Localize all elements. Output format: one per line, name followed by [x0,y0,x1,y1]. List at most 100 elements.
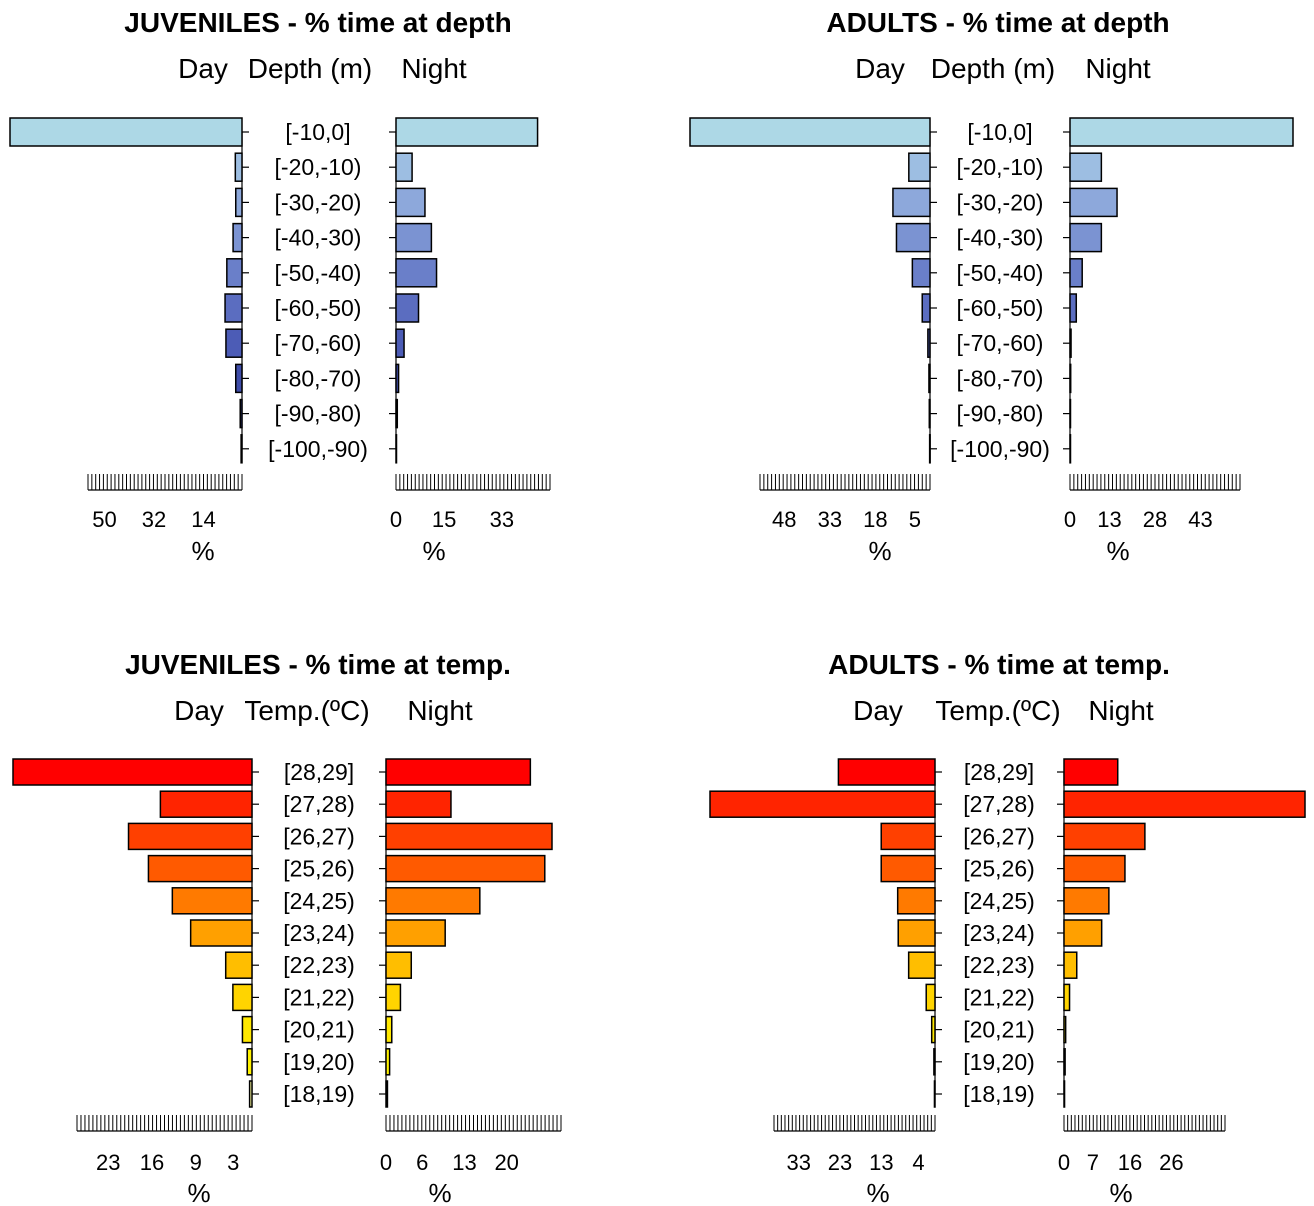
left-axis-label: % [868,536,891,566]
category-label: [22,23) [283,952,355,978]
category-label: [19,20) [963,1049,1035,1075]
night-bar [1063,887,1110,915]
category-label: [22,23) [963,952,1035,978]
subtitle-axis: Depth (m) [248,53,372,84]
category-label: [-100,-90) [950,436,1050,462]
night-bar [1069,258,1083,288]
night-bar [385,1048,391,1076]
subtitle-axis: Depth (m) [931,53,1055,84]
day-bar [928,363,931,394]
subtitle-axis: Temp.(ºC) [935,695,1060,726]
right-axis-label: % [1109,1178,1132,1206]
right-tick-label: 28 [1143,507,1167,532]
day-bar [925,983,936,1012]
day-bar [908,152,931,182]
left-tick-label: 14 [191,507,215,532]
subtitle-day: Day [855,53,905,84]
day-bar [232,983,253,1012]
day-bar [709,790,936,818]
category-label: [-10,0] [285,119,350,145]
category-label: [23,24) [283,920,355,946]
night-bar [1063,1048,1066,1076]
right-tick-label: 13 [1097,507,1121,532]
category-label: [19,20) [283,1049,355,1075]
category-label: [-60,-50) [275,295,362,321]
night-bar [1063,1080,1066,1108]
night-bar [385,887,481,915]
left-axis-label: % [191,536,214,566]
left-tick-label: 9 [190,1150,202,1175]
left-tick-label: 18 [863,507,887,532]
day-bar [897,919,936,947]
day-bar [226,258,243,288]
left-tick-label: 4 [912,1150,924,1175]
percent-axes: 33 23 13 4 0 7 16 26%% [773,1115,1226,1206]
night-bar [1069,187,1118,218]
right-tick-label: 33 [490,507,514,532]
left-tick-label: 48 [772,507,796,532]
category-label: [-30,-20) [275,189,362,215]
category-label: [-50,-40) [957,260,1044,286]
right-axis-label: % [1106,536,1129,566]
chart-title: ADULTS - % time at temp. [828,649,1170,680]
left-tick-label: 23 [96,1150,120,1175]
night-bar [1063,983,1071,1012]
night-bar [395,187,426,218]
night-bar [385,1080,389,1108]
category-label: [-10,0] [967,119,1032,145]
left-tick-label: 33 [818,507,842,532]
day-bar [232,222,243,253]
night-bar [385,758,532,786]
night-bar [395,152,413,182]
day-bar [241,1015,253,1044]
category-label: [-90,-80) [957,401,1044,427]
left-tick-label: 13 [869,1150,893,1175]
day-bar [235,187,243,218]
right-tick-label: 15 [432,507,456,532]
day-bar [927,328,931,358]
right-tick-label: 0 [1064,507,1076,532]
category-label: [27,28) [963,791,1035,817]
category-label: [-20,-10) [957,154,1044,180]
day-bar [189,919,253,947]
category-label: [-30,-20) [957,189,1044,215]
category-label: [18,19) [283,1081,355,1107]
day-bar [907,951,936,979]
right-tick-label: 26 [1159,1150,1183,1175]
night-bar [395,222,433,253]
day-bar [234,152,243,182]
chart-title: ADULTS - % time at depth [826,7,1169,38]
night-bar [1063,790,1306,818]
day-bar [921,293,931,323]
subtitle-night: Night [407,695,473,726]
day-bar [837,758,936,786]
night-bar [385,983,402,1012]
category-label: [21,22) [963,984,1035,1010]
night-bar [1069,363,1072,394]
category-label: [-40,-30) [957,225,1044,251]
night-bar [395,293,420,323]
night-bar [1069,434,1072,464]
percent-axes: 48 33 18 5 0 13 28 43%% [759,474,1241,566]
night-bar [1069,398,1072,429]
category-label: [28,29] [964,759,1034,785]
day-bar [928,398,931,429]
right-axis-label: % [422,536,445,566]
category-label: [18,19) [963,1081,1035,1107]
day-bar [933,1080,936,1108]
category-label: [-80,-70) [957,365,1044,391]
subtitle-night: Night [401,53,467,84]
category-label: [26,27) [283,823,355,849]
day-bar [224,951,253,979]
night-bar [1063,951,1078,979]
night-bar [395,363,400,394]
day-bar [892,187,931,218]
night-bar [1063,1015,1067,1044]
left-tick-label: 50 [92,507,116,532]
category-label: [-100,-90) [268,436,368,462]
category-label: [26,27) [963,823,1035,849]
day-bar [224,293,243,323]
night-bar [1063,758,1119,786]
chart-title: JUVENILES - % time at temp. [125,649,511,680]
left-axis-label: % [866,1178,889,1206]
